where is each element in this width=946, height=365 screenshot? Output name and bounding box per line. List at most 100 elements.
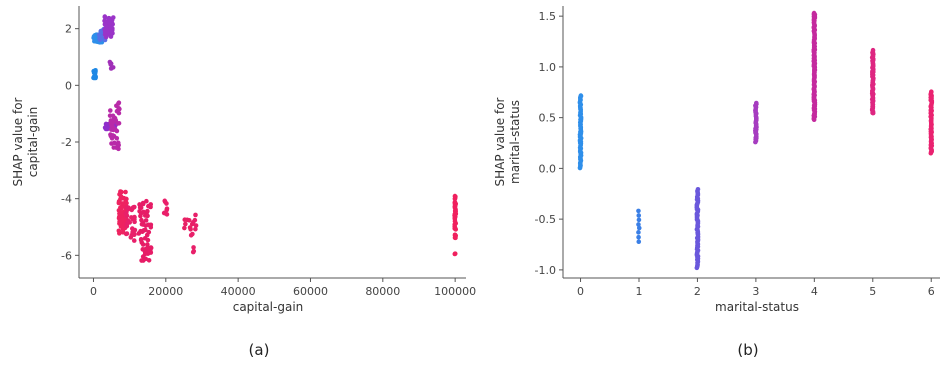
scatter-point [91,35,96,41]
caption-b: (b) [737,341,758,359]
scatter-point [186,217,192,223]
scatter-point [103,34,109,40]
x-tick-label: 40000 [221,285,256,298]
scatter-point [146,245,151,251]
scatter-point [636,225,642,231]
scatter-point [139,221,145,227]
scatter-point [119,205,124,210]
scatter-point [119,210,124,215]
scatter-point [191,248,197,254]
scatter-point [116,200,122,206]
scatter-point [636,213,642,218]
x-axis-label: capital-gain [233,300,304,314]
scatter-point [97,33,103,39]
scatter-point [164,212,170,217]
x-tick-label: 0 [90,285,97,298]
scatter-point [139,229,145,235]
scatter-point [140,247,146,252]
scatter-point [125,218,131,224]
scatter-point [452,251,458,257]
scatter-point [145,213,150,219]
scatter-point [452,199,458,205]
scatter-point [146,222,151,228]
y-tick-label: -1.0 [535,264,556,277]
x-tick-label: 0 [577,285,584,298]
caption-a: (a) [249,341,270,359]
y-ticks: -6 -4 -2 0 2 [61,23,79,262]
scatter-point [140,201,146,207]
scatter-point [193,212,198,218]
scatter-point [452,225,458,231]
scatter-point [193,223,199,228]
chart-capital-gain: -6 -4 -2 0 2 0 20000 40000 60000 80000 100000 SHA… [11,6,476,359]
scatter-point [191,245,196,250]
scatter-point [110,113,116,119]
scatter-point [116,101,121,106]
x-tick-label: 3 [752,285,759,298]
scatter-point [188,227,193,232]
scatter-point [452,211,458,217]
scatter-point [111,145,117,150]
scatter-point [132,227,138,233]
scatter-point [139,217,144,223]
scatter-point [107,108,113,113]
scatter-point [143,218,149,223]
scatter-point [131,238,137,243]
x-ticks: 0 1 2 3 4 5 6 [577,278,935,298]
scatter-point [116,120,122,126]
y-tick-label: 0 [65,79,72,92]
y-axis-label-line2: capital-gain [26,107,40,178]
scatter-point [146,257,152,263]
scatter-point [144,198,149,204]
scatter-point [117,231,122,236]
scatter-point [109,136,115,141]
scatter-point [929,89,934,95]
scatter-point [102,22,108,27]
scatter-point [121,195,127,201]
scatter-points-capital-gain [91,14,459,263]
scatter-point [132,232,137,237]
scatter-point [193,226,198,232]
scatter-point [146,203,151,209]
scatter-point [116,110,122,116]
scatter-point [870,47,876,53]
y-tick-label: -6 [61,249,72,262]
scatter-point [182,225,187,231]
scatter-point [128,235,134,240]
scatter-point [110,65,116,70]
scatter-point [636,234,641,240]
scatter-point [182,217,188,223]
scatter-point [811,10,817,16]
scatter-point [104,126,109,132]
x-ticks: 0 20000 40000 60000 80000 100000 [90,278,476,298]
scatter-point [118,220,124,225]
scatter-point [636,208,641,214]
scatter-point [192,217,198,223]
scatter-point [117,106,122,112]
scatter-points-marital-status [577,10,935,271]
scatter-point [146,249,152,254]
scatter-point [115,140,121,146]
scatter-point [578,93,584,98]
scatter-point [123,189,128,195]
scatter-point [636,222,641,227]
scatter-point [124,213,130,219]
y-tick-label: 1.5 [539,10,557,23]
scatter-point [138,237,144,243]
scatter-point [138,213,143,219]
scatter-point [118,224,124,229]
scatter-point [110,120,116,126]
scatter-point [91,70,97,76]
scatter-point [141,209,146,215]
scatter-point [112,140,117,146]
y-tick-label: 0.0 [539,162,557,175]
x-axis-label: marital-status [715,300,799,314]
scatter-point [124,231,130,236]
scatter-point [453,221,459,226]
x-tick-label: 100000 [434,285,476,298]
scatter-point [183,221,188,227]
y-tick-label: -4 [61,193,72,206]
scatter-point [109,30,115,36]
scatter-point [138,205,144,211]
